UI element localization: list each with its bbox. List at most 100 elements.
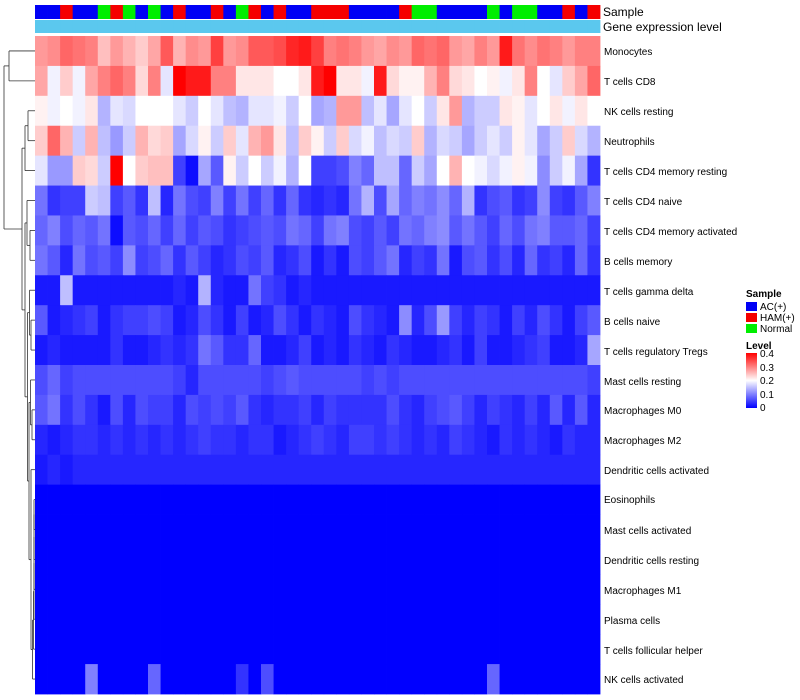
heatmap-cell [436,335,450,366]
heatmap-cell [411,604,425,635]
heatmap-cell [286,424,300,456]
heatmap-cell [148,365,161,396]
heatmap-cell [574,394,588,426]
heatmap-cell [537,634,551,665]
sample-annotation-cell [348,5,362,19]
heatmap-cell [549,604,563,635]
heatmap-cell [223,514,237,545]
heatmap-cell [286,335,300,366]
heatmap-cell [436,574,450,605]
heatmap-cell [461,305,475,336]
heatmap-cell [72,305,86,336]
heatmap-cell [60,155,74,186]
heatmap-cell [198,95,212,127]
heatmap-cell [248,664,262,695]
heatmap-cell [185,365,199,396]
heatmap-cell [185,125,199,157]
heatmap-cell [148,305,161,336]
heatmap-cell [474,215,488,246]
level-tick-label: 0.1 [760,390,774,401]
heatmap-cell [574,604,588,635]
gene-expression-cell [537,20,551,33]
heatmap-cell [210,454,224,486]
heatmap-cell [562,664,576,695]
heatmap-cell [173,574,187,605]
heatmap-cell [574,125,588,157]
heatmap-cell [185,36,199,67]
heatmap-cell [60,424,74,456]
heatmap-cell [35,454,48,486]
heatmap-cell [562,65,576,97]
gene-expression-cell [399,20,413,33]
heatmap-cell [374,36,387,67]
heatmap-cell [537,335,551,366]
heatmap-cell [173,245,187,276]
heatmap-cell [273,215,287,246]
sample-annotation-cell [298,5,312,19]
heatmap-cell [587,634,601,665]
heatmap-cell [248,484,262,515]
heatmap-cell [160,604,174,635]
heatmap-cell [374,335,387,366]
heatmap-cell [512,335,526,366]
heatmap-cell [235,65,249,97]
heatmap-cell [361,36,375,67]
heatmap-cell [135,36,149,67]
heatmap-cell [135,65,149,97]
level-tick-label: 0.4 [760,349,774,360]
heatmap-cell [72,664,86,695]
heatmap-cell [148,454,161,486]
heatmap-cell [524,544,538,575]
heatmap-cell [436,544,450,575]
heatmap-cell [512,36,526,67]
heatmap-cell [461,574,475,605]
heatmap-cell [223,454,237,486]
heatmap-cell [235,394,249,426]
heatmap-cell [487,634,500,665]
heatmap-cell [148,275,161,306]
heatmap-cell [449,65,463,97]
row-label: NK cells activated [604,675,683,686]
heatmap-cell [474,185,488,216]
heatmap-cell [148,155,161,186]
heatmap-cell [537,574,551,605]
heatmap-cell [487,335,500,366]
heatmap-cell [336,95,350,127]
heatmap-cell [185,335,199,366]
heatmap-cell [411,634,425,665]
heatmap-cell [47,155,61,186]
heatmap-cell [286,125,300,157]
heatmap-cell [461,125,475,157]
heatmap-cell [436,215,450,246]
heatmap-cell [574,245,588,276]
heatmap-cell [474,245,488,276]
sample-annotation-cell [35,5,48,19]
row-label: Macrophages M1 [604,586,682,597]
level-colorbar [746,353,757,408]
row-label: T cells CD4 naive [604,197,683,208]
heatmap-cell [487,275,500,306]
gene-expression-cell [424,20,438,33]
sample-annotation-cell [311,5,325,19]
heatmap-cell [210,185,224,216]
heatmap-cell [562,155,576,186]
heatmap-cell [185,394,199,426]
heatmap-cell [336,245,350,276]
heatmap-cell [424,664,438,695]
heatmap-cell [198,394,212,426]
heatmap-cell [336,484,350,515]
heatmap-cell [273,604,287,635]
heatmap-cell [549,574,563,605]
row-label: Mast cells activated [604,526,691,537]
heatmap-cell [424,335,438,366]
heatmap-cell [248,36,262,67]
heatmap-cell [110,394,124,426]
gene-expression-cell [210,20,224,33]
heatmap-cell [60,275,74,306]
heatmap-cell [537,275,551,306]
heatmap-cell [160,275,174,306]
heatmap-cell [512,634,526,665]
heatmap-cell [424,365,438,396]
heatmap-cell [587,275,601,306]
heatmap-cell [524,185,538,216]
